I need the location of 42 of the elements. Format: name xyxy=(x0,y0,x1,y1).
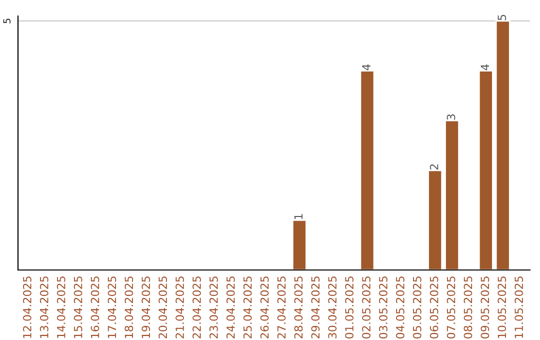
bar xyxy=(495,20,510,270)
x-tick-label: 23.04.2025 xyxy=(209,276,218,338)
data-label: 3 xyxy=(446,114,456,120)
data-label: 2 xyxy=(430,164,438,170)
x-tick-label: 13.04.2025 xyxy=(40,276,48,338)
x-tick-label: 07.05.2025 xyxy=(446,276,456,338)
x-tick-label: 22.04.2025 xyxy=(192,276,201,338)
x-tick-label: 24.04.2025 xyxy=(226,276,235,338)
data-label: 4 xyxy=(480,64,489,70)
x-tick-label: 16.04.2025 xyxy=(90,276,100,338)
x-tick-label: 30.04.2025 xyxy=(328,276,337,338)
x-tick-label: 12.04.2025 xyxy=(22,276,32,338)
x-tick-label: 05.05.2025 xyxy=(412,276,422,338)
data-label: 4 xyxy=(362,64,370,70)
bar xyxy=(444,120,460,270)
x-tick-label: 26.04.2025 xyxy=(260,276,269,338)
x-tick-label: 03.05.2025 xyxy=(379,276,388,338)
bar xyxy=(478,70,494,270)
x-tick-label: 09.05.2025 xyxy=(480,276,490,338)
data-label: 5 xyxy=(498,14,506,20)
x-tick-label: 02.05.2025 xyxy=(362,276,370,338)
x-tick-label: 19.04.2025 xyxy=(142,276,150,338)
x-tick-label: 17.04.2025 xyxy=(108,276,116,338)
bar xyxy=(292,220,307,270)
data-label: 1 xyxy=(294,214,302,219)
x-tick-label: 11.05.2025 xyxy=(514,276,524,338)
x-tick-label: 14.04.2025 xyxy=(56,276,66,338)
x-tick-label: 18.04.2025 xyxy=(124,276,134,338)
x-tick-label: 21.04.2025 xyxy=(176,276,184,338)
x-tick-label: 20.04.2025 xyxy=(158,276,168,338)
x-tick-label: 08.05.2025 xyxy=(464,276,472,338)
x-tick-label: 04.05.2025 xyxy=(396,276,404,338)
x-tick-label: 15.04.2025 xyxy=(74,276,82,338)
bar xyxy=(428,170,443,270)
bar xyxy=(360,70,375,270)
x-tick-label: 25.04.2025 xyxy=(243,276,252,338)
x-tick-label: 06.05.2025 xyxy=(430,276,438,338)
x-tick-label: 01.05.2025 xyxy=(345,276,354,338)
x-tick-label: 27.04.2025 xyxy=(277,276,286,338)
x-tick-label: 28.04.2025 xyxy=(294,276,303,338)
x-tick-label: 10.05.2025 xyxy=(498,276,506,338)
x-tick-label: 29.04.2025 xyxy=(311,276,320,338)
